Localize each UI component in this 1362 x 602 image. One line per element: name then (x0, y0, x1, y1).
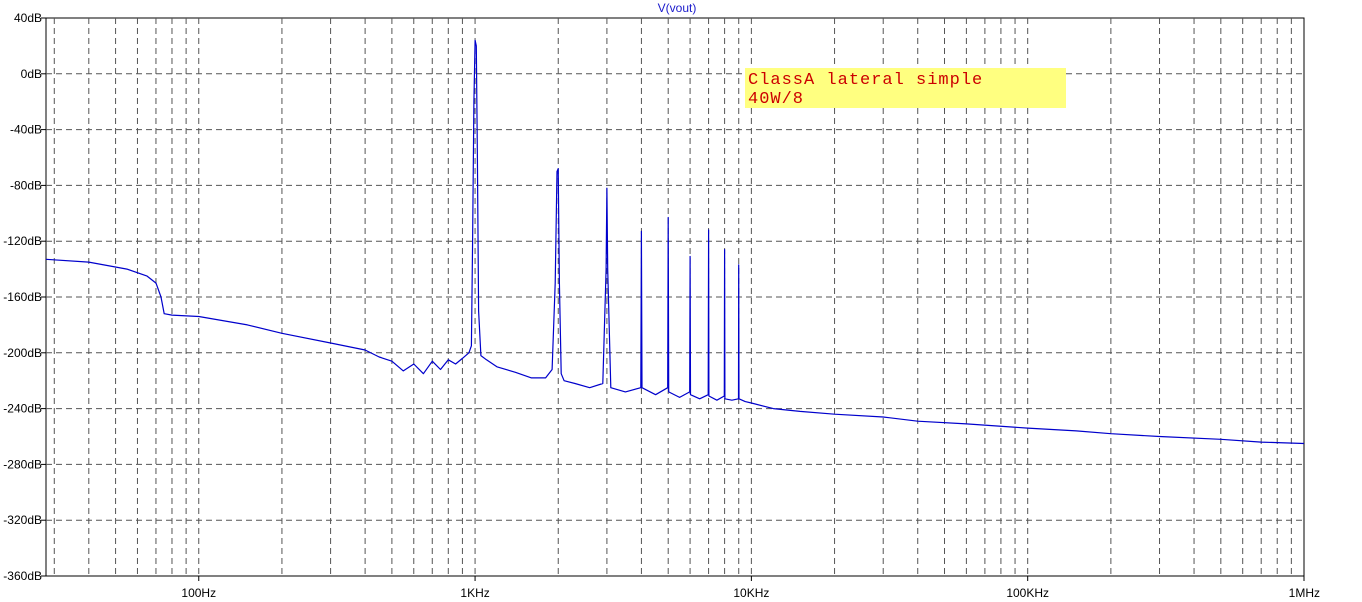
trace-title[interactable]: V(vout) (658, 1, 697, 15)
series-line (45, 39, 1305, 445)
y-tick-label: 0dB (21, 67, 42, 81)
annotation-box: ClassA lateral simple 40W/8 (745, 68, 1066, 109)
x-tick-label: 100Hz (181, 586, 216, 600)
y-tick-label: -80dB (10, 178, 42, 192)
y-tick-label: -360dB (3, 569, 42, 583)
trace-layer (45, 39, 1305, 445)
annotation-line-2: 40W/8 (748, 90, 804, 109)
y-tick-label: -160dB (3, 290, 42, 304)
y-tick-label: -200dB (3, 346, 42, 360)
x-axis-labels: 100Hz 1KHz 10KHz 100KHz 1MHz (181, 576, 1320, 600)
y-tick-label: -320dB (3, 513, 42, 527)
y-tick-label: -280dB (3, 457, 42, 471)
y-tick-label: -240dB (3, 402, 42, 416)
x-tick-label: 1KHz (460, 586, 489, 600)
plot-frame (45, 17, 1305, 577)
annotation-line-1: ClassA lateral simple (748, 71, 983, 90)
grid-lines (46, 18, 1304, 576)
annotation-background (745, 68, 1066, 108)
y-tick-label: -120dB (3, 234, 42, 248)
y-tick-label: -40dB (10, 123, 42, 137)
y-tick-label: 40dB (14, 11, 42, 25)
x-tick-label: 100KHz (1006, 586, 1049, 600)
y-axis-labels: 40dB 0dB -40dB -80dB -120dB -160dB -200dB -240d… (3, 11, 46, 583)
x-tick-label: 10KHz (733, 586, 769, 600)
x-tick-label: 1MHz (1289, 586, 1320, 600)
